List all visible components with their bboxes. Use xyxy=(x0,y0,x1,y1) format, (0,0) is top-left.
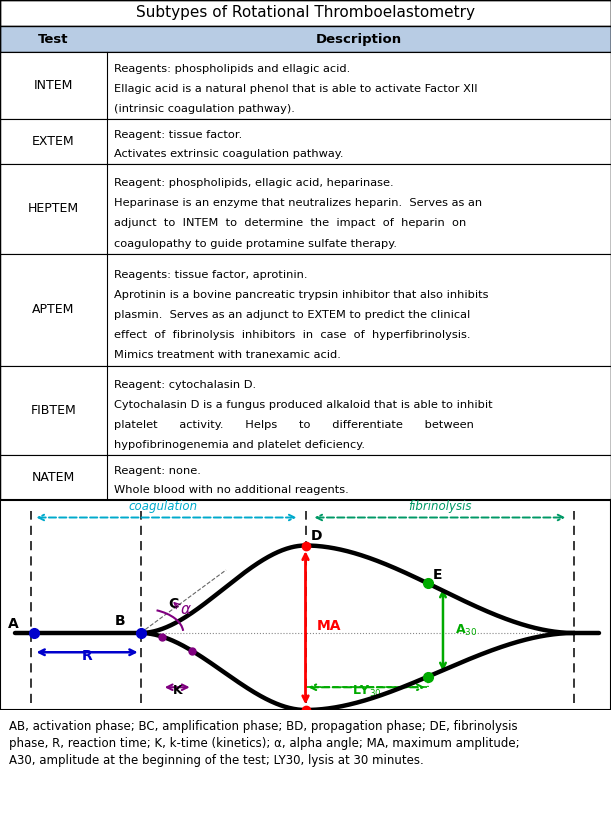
Text: $\alpha$: $\alpha$ xyxy=(180,602,192,617)
Text: INTEM: INTEM xyxy=(34,79,73,92)
Text: Activates extrinsic coagulation pathway.: Activates extrinsic coagulation pathway. xyxy=(114,149,344,159)
Text: Mimics treatment with tranexamic acid.: Mimics treatment with tranexamic acid. xyxy=(114,350,341,360)
Text: Reagent: phospholipids, ellagic acid, heparinase.: Reagent: phospholipids, ellagic acid, he… xyxy=(114,178,394,188)
Text: Heparinase is an enzyme that neutralizes heparin.  Serves as an: Heparinase is an enzyme that neutralizes… xyxy=(114,198,482,208)
Text: C: C xyxy=(168,597,178,611)
Text: Reagent: tissue factor.: Reagent: tissue factor. xyxy=(114,129,243,139)
Bar xyxy=(0,52,611,120)
Bar xyxy=(0,455,611,500)
Text: B: B xyxy=(115,613,125,627)
Text: A: A xyxy=(7,618,18,632)
Text: K: K xyxy=(172,684,182,697)
Bar xyxy=(0,365,611,455)
Text: EXTEM: EXTEM xyxy=(32,135,75,148)
Text: plasmin.  Serves as an adjunct to EXTEM to predict the clinical: plasmin. Serves as an adjunct to EXTEM t… xyxy=(114,310,470,320)
Text: coagulopathy to guide protamine sulfate therapy.: coagulopathy to guide protamine sulfate … xyxy=(114,238,397,248)
Bar xyxy=(0,164,611,254)
Text: effect  of  fibrinolysis  inhibitors  in  case  of  hyperfibrinolysis.: effect of fibrinolysis inhibitors in cas… xyxy=(114,330,470,340)
Text: FIBTEM: FIBTEM xyxy=(31,404,76,417)
Text: coagulation: coagulation xyxy=(129,500,198,513)
Text: fibrinolysis: fibrinolysis xyxy=(408,500,472,513)
Text: MA: MA xyxy=(316,619,341,633)
Bar xyxy=(0,26,611,52)
Text: Cytochalasin D is a fungus produced alkaloid that is able to inhibit: Cytochalasin D is a fungus produced alka… xyxy=(114,400,493,410)
Text: APTEM: APTEM xyxy=(32,303,75,316)
Bar xyxy=(0,0,611,26)
Text: Reagents: tissue factor, aprotinin.: Reagents: tissue factor, aprotinin. xyxy=(114,270,308,280)
Text: Subtypes of Rotational Thromboelastometry: Subtypes of Rotational Thromboelastometr… xyxy=(136,6,475,21)
Text: Aprotinin is a bovine pancreatic trypsin inhibitor that also inhibits: Aprotinin is a bovine pancreatic trypsin… xyxy=(114,290,489,300)
Text: D: D xyxy=(310,529,322,543)
Text: Reagent: cytochalasin D.: Reagent: cytochalasin D. xyxy=(114,380,257,390)
Text: Ellagic acid is a natural phenol that is able to activate Factor XII: Ellagic acid is a natural phenol that is… xyxy=(114,85,478,95)
Text: R: R xyxy=(82,649,92,663)
Text: E: E xyxy=(433,568,442,582)
Text: NATEM: NATEM xyxy=(32,471,75,484)
Bar xyxy=(0,254,611,365)
Text: hypofibrinogenemia and platelet deficiency.: hypofibrinogenemia and platelet deficien… xyxy=(114,440,365,450)
Text: Reagent: none.: Reagent: none. xyxy=(114,466,201,476)
Text: HEPTEM: HEPTEM xyxy=(28,203,79,215)
Text: Test: Test xyxy=(38,32,68,46)
Text: Reagents: phospholipids and ellagic acid.: Reagents: phospholipids and ellagic acid… xyxy=(114,65,351,75)
Text: A$_{30}$: A$_{30}$ xyxy=(455,622,478,637)
Text: platelet      activity.      Helps      to      differentiate      between: platelet activity. Helps to differentiat… xyxy=(114,420,474,430)
Text: LY$_{30}$: LY$_{30}$ xyxy=(352,684,381,699)
Text: adjunct  to  INTEM  to  determine  the  impact  of  heparin  on: adjunct to INTEM to determine the impact… xyxy=(114,218,467,228)
Text: AB, activation phase; BC, amplification phase; BD, propagation phase; DE, fibrin: AB, activation phase; BC, amplification … xyxy=(9,720,520,767)
Text: Description: Description xyxy=(316,32,402,46)
Text: (intrinsic coagulation pathway).: (intrinsic coagulation pathway). xyxy=(114,105,295,115)
Bar xyxy=(0,120,611,164)
Text: Whole blood with no additional reagents.: Whole blood with no additional reagents. xyxy=(114,486,349,496)
